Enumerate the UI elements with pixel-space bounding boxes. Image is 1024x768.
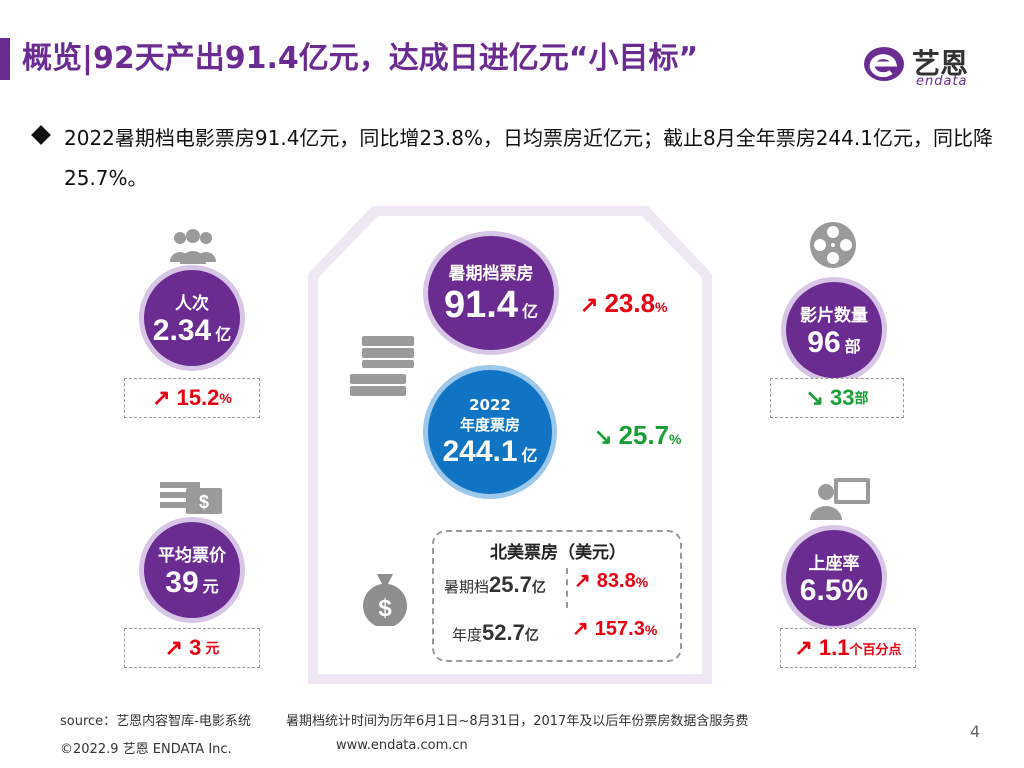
avg-price-change-box: ↗ 3 元 [124,628,260,668]
source-text: source：艺恩内容智库-电影系统 [60,714,251,729]
people-circle: 人次 2.34 亿 [144,270,240,366]
people-change-value: 15.2 [176,385,220,410]
annual-label: 年度票房 [459,415,520,434]
na-year-change-unit: % [644,622,658,638]
na-summer-row: 暑期档25.7亿 [444,572,546,598]
up-arrow-icon: ↗ [574,570,591,592]
people-unit: 亿 [215,324,232,344]
people-label: 人次 [175,293,209,314]
money-stack-icon [350,336,414,396]
website-link[interactable]: www.endata.com.cn [336,738,468,753]
film-count-change-value: 33 [829,385,855,410]
na-divider [566,568,568,608]
na-summer-change-unit: % [635,574,649,590]
na-summer-unit: 亿 [531,580,546,596]
summer-box-office-circle: 暑期档票房 91.4 亿 [428,236,554,350]
logo-text: 艺恩 [912,47,969,80]
na-year-row: 年度52.7亿 [452,620,539,646]
occupancy-circle: 上座率 6.5% [786,530,882,626]
na-year-unit: 亿 [524,628,539,644]
people-change-box: ↗ 15.2% [124,378,260,418]
film-count-label: 影片数量 [800,305,868,326]
summer-change: ↗ 23.8% [580,288,668,319]
up-arrow-icon: ↗ [572,618,589,640]
na-year-change: ↗ 157.3% [572,616,657,641]
annual-box-office-circle: 2022 年度票房 244.1 亿 [428,370,552,494]
summary-text: 2022暑期档电影票房91.4亿元，同比增23.8%，日均票房近亿元；截止8月全… [64,126,993,190]
cash-icon: $ [160,482,222,514]
na-year-value: 52.7 [482,620,525,645]
up-arrow-icon: ↗ [152,385,171,410]
annual-unit: 亿 [521,445,538,465]
annual-change-value: 25.7 [618,420,670,450]
avg-price-circle: 平均票价 39 元 [144,522,240,618]
svg-text:$: $ [378,595,392,622]
film-reel-icon [810,222,856,268]
avg-price-value: 39 [165,565,199,599]
annual-value: 244.1 [442,434,518,468]
occupancy-value: 6.5% [799,573,869,607]
na-summer-change-value: 83.8 [596,570,636,592]
film-count-change-unit: 部 [854,390,869,406]
na-summer-value: 25.7 [489,572,532,597]
bullet-diamond-icon [31,125,51,145]
page-number: 4 [970,722,981,741]
up-arrow-icon: ↗ [580,292,599,317]
occupancy-change-unit: 个百分点 [849,641,902,657]
avg-price-unit: 元 [202,576,219,596]
avg-price-label: 平均票价 [158,545,226,566]
na-summer-change: ↗ 83.8% [574,568,648,593]
money-bag-icon: $ [363,574,407,626]
title-accent-bar [0,38,10,80]
logo-subtext: endata [916,74,968,89]
summer-change-value: 23.8 [604,288,656,318]
avg-price-change-unit: 元 [205,640,220,656]
down-arrow-icon: ↘ [805,385,824,410]
footer-note: 暑期档统计时间为历年6月1日~8月31日，2017年及以后年份票房数据含服务费 [286,714,749,729]
summer-value: 91.4 [444,284,518,326]
audience-screen-icon [810,478,870,520]
endata-logo: 艺恩 endata [858,42,998,90]
film-count-value: 96 [807,325,841,359]
film-count-unit: 部 [844,336,861,356]
up-arrow-icon: ↗ [794,635,813,660]
na-year-label: 年度 [452,626,483,644]
summer-label: 暑期档票房 [448,264,534,284]
north-america-title: 北美票房（美元） [490,543,626,563]
annual-year: 2022 [469,395,511,414]
occupancy-change-value: 1.1 [818,635,850,660]
annual-change-unit: % [669,431,682,447]
endata-logo-icon [864,47,904,81]
down-arrow-icon: ↘ [594,424,613,449]
people-value: 2.34 [152,313,212,347]
summer-unit: 亿 [521,302,538,321]
occupancy-label: 上座率 [808,553,860,574]
summer-change-unit: % [655,299,668,315]
up-arrow-icon: ↗ [164,635,184,660]
na-summer-label: 暑期档 [444,578,490,596]
page-title: 概览|92天产出91.4亿元，达成日进亿元“小目标” [22,41,699,76]
avg-price-change-value: 3 [189,635,202,660]
people-change-unit: % [219,390,232,406]
annual-change: ↘ 25.7% [594,420,682,451]
film-count-circle: 影片数量 96 部 [786,282,882,378]
people-group-icon [170,229,216,264]
na-year-change-value: 157.3 [594,618,645,640]
north-america-box [432,530,682,662]
film-count-change-box: ↘ 33 部 [770,378,904,418]
occupancy-change-box: ↗ 1.1 个百分点 [780,628,916,668]
svg-text:$: $ [199,492,209,512]
copyright-text: ©2022.9 艺恩 ENDATA Inc. [60,742,232,757]
